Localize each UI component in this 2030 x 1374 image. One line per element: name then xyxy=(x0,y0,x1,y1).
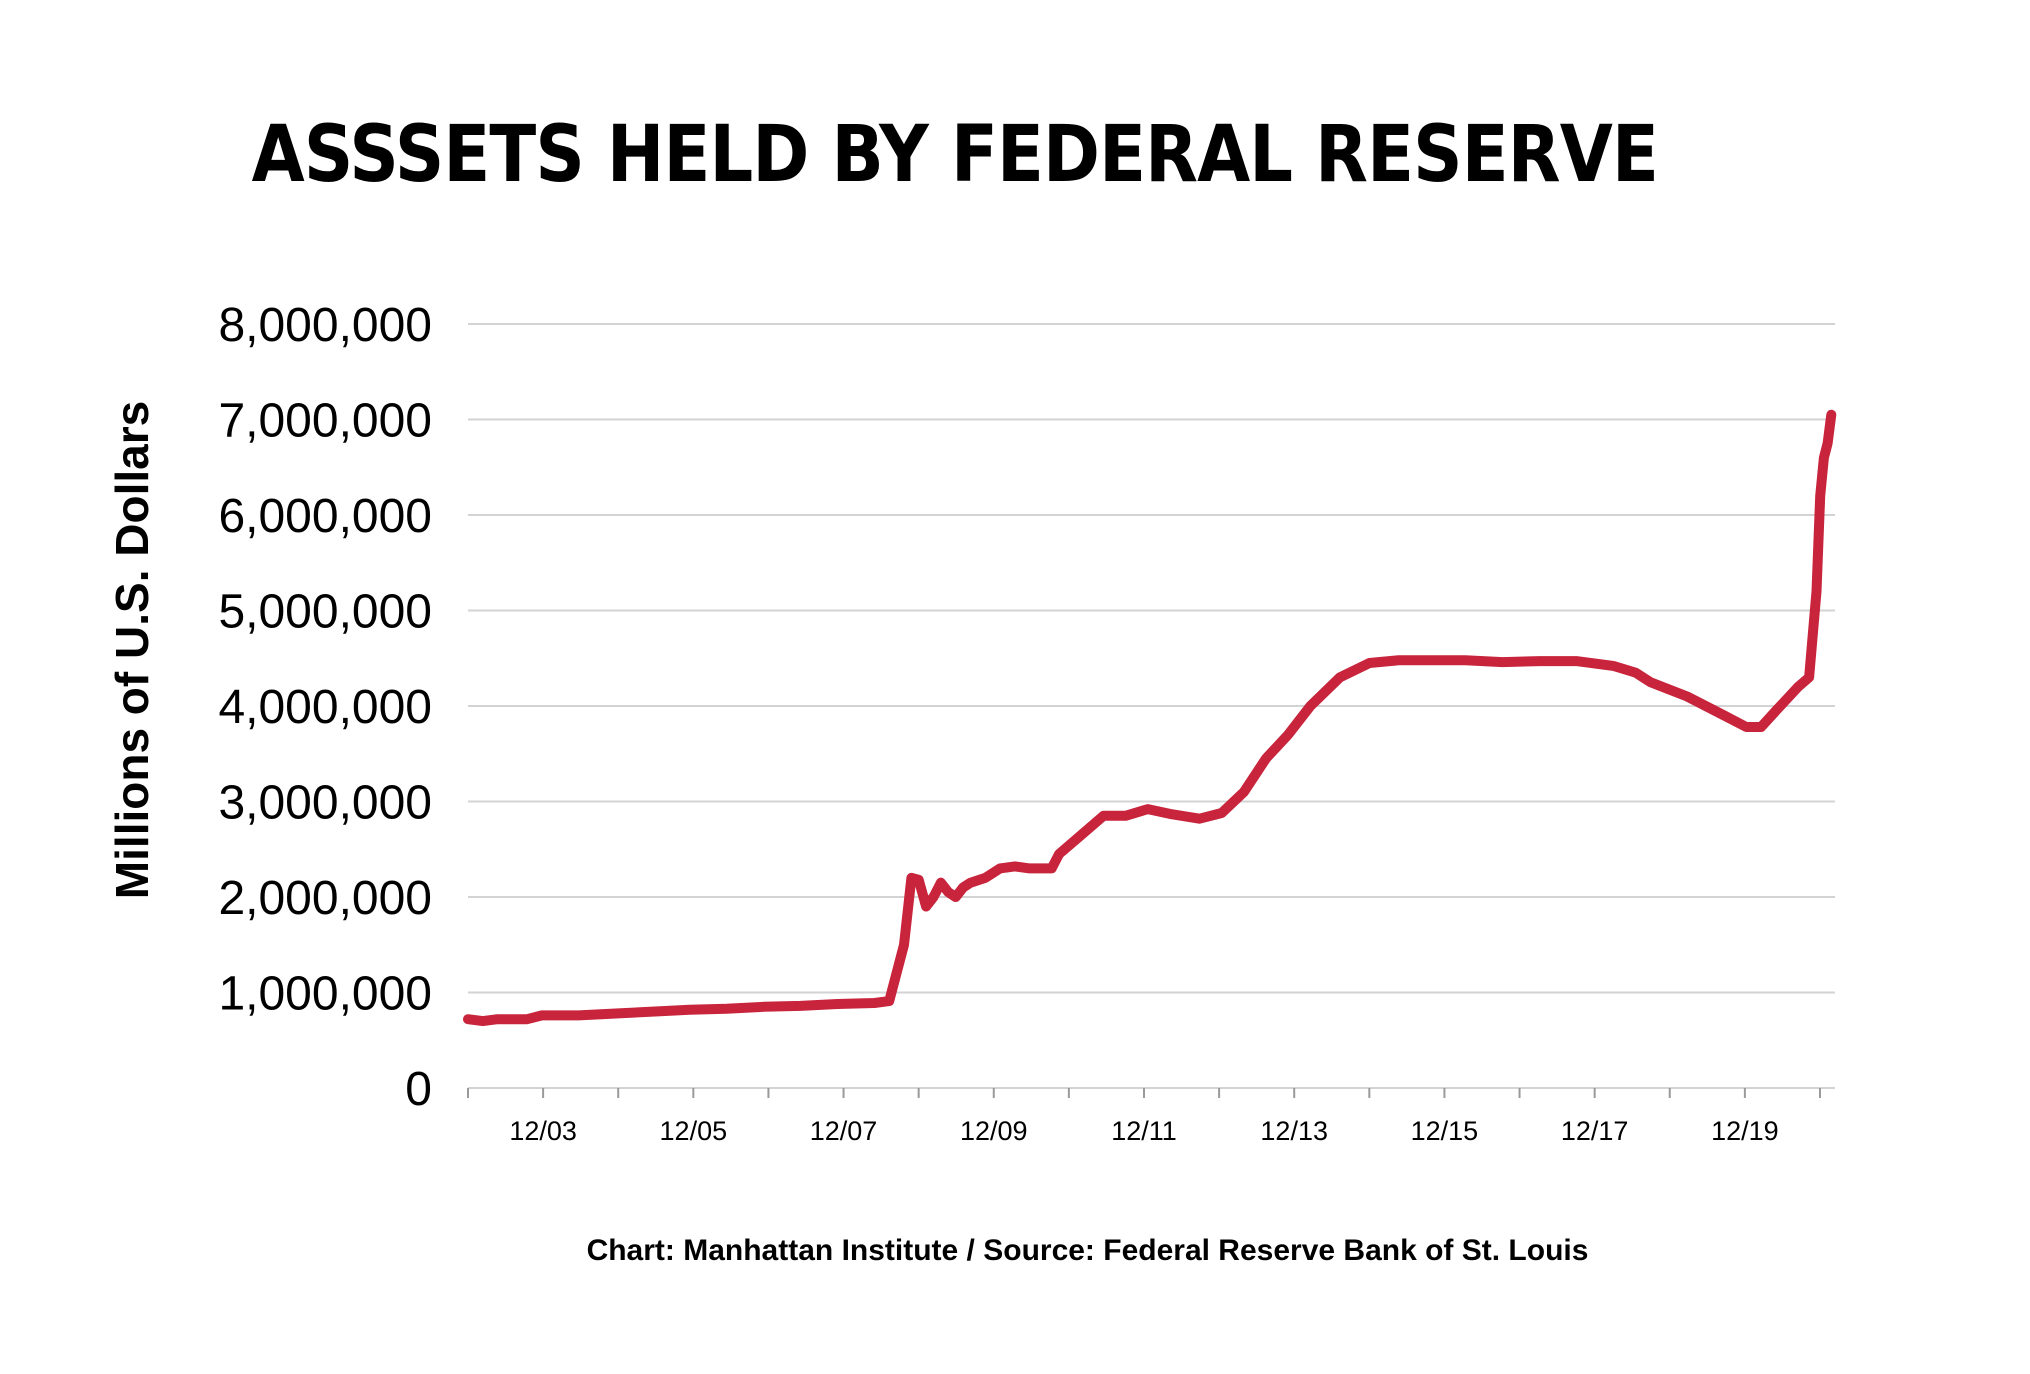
y-tick-label: 5,000,000 xyxy=(218,586,432,639)
x-tick-label: 12/15 xyxy=(1411,1116,1479,1146)
y-tick-label: 6,000,000 xyxy=(218,490,432,543)
gridlines xyxy=(468,323,1835,994)
y-tick-label: 4,000,000 xyxy=(218,681,432,734)
y-tick-label: 0 xyxy=(405,1063,432,1116)
series-layer xyxy=(463,409,1837,1027)
y-tick-label: 7,000,000 xyxy=(218,395,432,448)
x-tick-label: 12/19 xyxy=(1711,1116,1779,1146)
x-tick-label: 12/05 xyxy=(660,1116,728,1146)
y-tick-label: 3,000,000 xyxy=(218,777,432,830)
chart-credit: Chart: Manhattan Institute / Source: Fed… xyxy=(586,1234,1589,1267)
x-axis: 12/03 12/05 12/07 12/09 12/11 12/13 12/15 12/17… xyxy=(467,1087,1835,1146)
x-tick-label: 12/11 xyxy=(1111,1116,1177,1146)
y-tick-label: 2,000,000 xyxy=(218,872,432,925)
x-tick-label: 12/17 xyxy=(1561,1116,1629,1146)
x-tick-label: 12/07 xyxy=(810,1116,878,1146)
y-tick-label: 1,000,000 xyxy=(218,968,432,1021)
x-tick-label: 12/09 xyxy=(960,1116,1028,1146)
y-tick-label: 8,000,000 xyxy=(218,299,432,352)
series-line xyxy=(463,409,1837,1027)
chart-title: ASSSETS HELD BY FEDERAL RESERVE xyxy=(251,110,1659,200)
y-axis-ticks: 0 1,000,000 2,000,000 3,000,000 4,000,000 5,0… xyxy=(218,299,432,1116)
y-axis-label: Millions of U.S. Dollars xyxy=(106,401,158,899)
x-tick-label: 12/13 xyxy=(1260,1116,1328,1146)
x-tick-label: 12/03 xyxy=(509,1116,577,1146)
